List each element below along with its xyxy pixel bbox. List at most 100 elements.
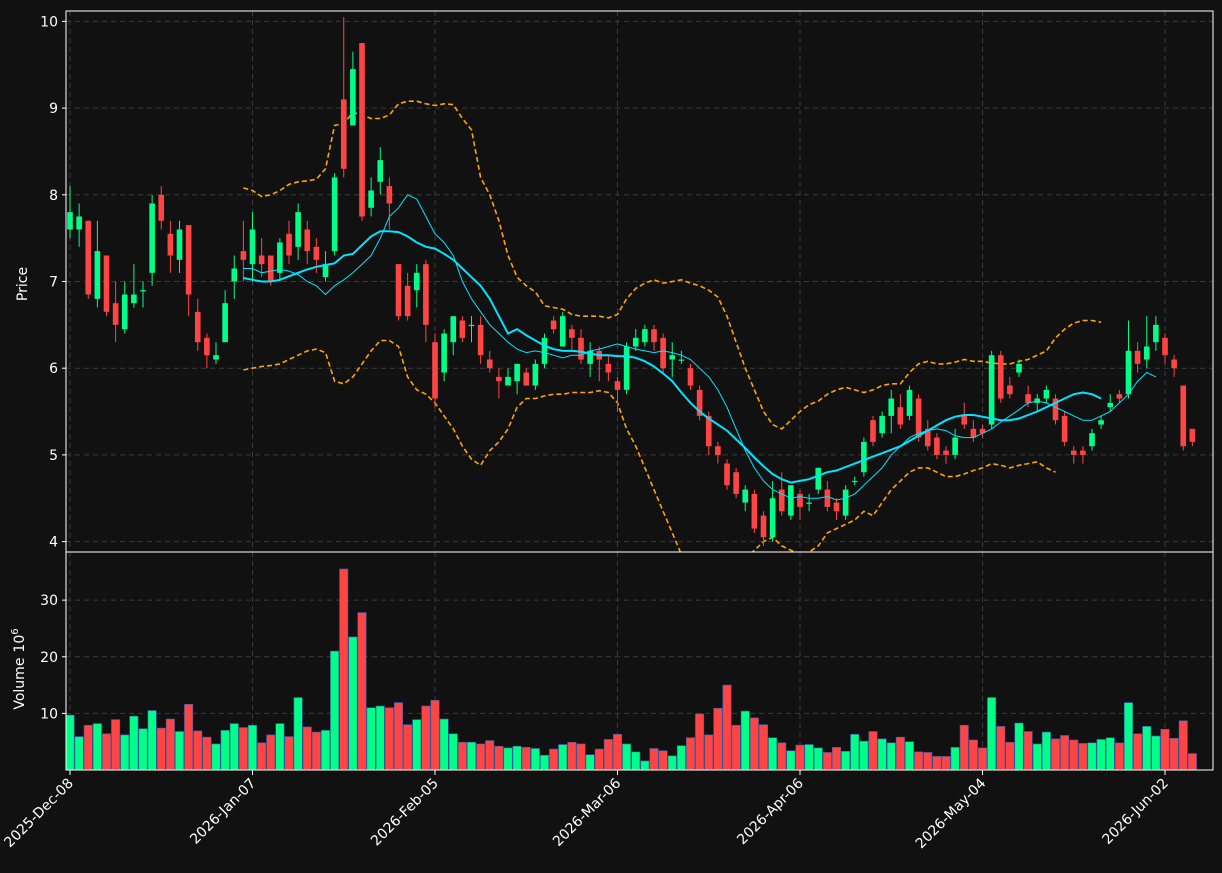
candle-body [988, 355, 995, 425]
volume-bar [996, 726, 1006, 771]
candle-body [395, 264, 402, 317]
candle-body [614, 381, 621, 390]
candle-body [204, 337, 210, 356]
candle-body [623, 346, 630, 390]
volume-bar [339, 568, 349, 771]
volume-axis-label: Volume 106 [10, 628, 28, 709]
candle-body [121, 294, 128, 330]
volume-bar [667, 755, 677, 771]
volume-bar [1133, 733, 1143, 771]
candle-body [1171, 359, 1177, 369]
candle-body [1116, 394, 1123, 399]
price-tick-label: 10 [40, 14, 58, 30]
candle-body [277, 242, 283, 273]
candle-body [304, 229, 311, 252]
volume-bar [457, 741, 467, 771]
volume-bar [539, 754, 549, 771]
volume-bar [1187, 753, 1197, 771]
volume-bar [1114, 742, 1124, 771]
volume-bar [932, 756, 942, 771]
volume-bar [895, 736, 905, 771]
volume-bar [822, 752, 832, 771]
volume-bar [722, 684, 732, 771]
candle-body [669, 355, 676, 360]
candle-body [632, 337, 639, 347]
volume-bar [102, 733, 112, 771]
volume-bar [184, 704, 194, 771]
volume-bar [357, 612, 367, 771]
candle-body [249, 229, 256, 265]
candle-body [642, 329, 648, 343]
candle-body [359, 43, 365, 217]
volume-bar [649, 748, 659, 771]
candle-body [1080, 450, 1086, 455]
candle-body [112, 303, 119, 325]
candle-body [888, 398, 895, 416]
candle-body [587, 350, 593, 364]
candle-body [167, 233, 174, 256]
volume-bar [111, 719, 121, 771]
volume-bar [439, 718, 449, 771]
volume-tick-label: 30 [40, 593, 58, 609]
volume-bar [348, 636, 358, 771]
volume-bar [923, 752, 933, 771]
candle-body [496, 376, 502, 382]
volume-bar [804, 744, 814, 771]
candle-body [797, 493, 803, 507]
volume-bar [1142, 726, 1152, 771]
volume-bar [713, 707, 723, 771]
candle-body [432, 342, 438, 399]
volume-bar [914, 751, 924, 771]
candle-body [313, 246, 320, 260]
candle-body [103, 255, 110, 312]
candle-body [788, 485, 794, 516]
volume-bar [476, 743, 486, 771]
candle-body [1162, 337, 1168, 356]
volume-bar [366, 707, 376, 771]
candle-body [605, 363, 612, 373]
volume-bar [521, 747, 531, 771]
candle-body [550, 320, 557, 330]
volume-bar [165, 718, 175, 771]
candle-body [459, 320, 466, 338]
candle-body [295, 212, 301, 247]
volume-bar [904, 741, 914, 771]
candle-body [267, 255, 274, 282]
volume-bars [65, 568, 1197, 771]
candle-body [569, 329, 575, 338]
volume-bar [941, 756, 951, 771]
candle-body [523, 372, 530, 386]
volume-bar [886, 742, 896, 771]
volume-bar [412, 719, 422, 771]
candle-body [240, 251, 247, 260]
volume-bar [622, 743, 632, 771]
candle-body [386, 186, 393, 204]
bollinger-lower-line [243, 339, 1056, 552]
volume-bar [248, 724, 258, 771]
candle-body [67, 212, 73, 230]
volume-bar [777, 742, 787, 771]
volume-bar [959, 724, 969, 771]
candle-body [1016, 363, 1022, 373]
volume-bar [594, 748, 604, 771]
volume-bar [612, 734, 622, 771]
volume-bar [503, 747, 513, 771]
candle-body [222, 303, 228, 343]
volume-bar [421, 705, 431, 771]
candle-body [997, 355, 1004, 399]
candle-body [377, 160, 384, 182]
volume-bar [731, 724, 741, 771]
volume-bar [129, 715, 139, 771]
candle-body [140, 290, 146, 292]
volume-bar [1014, 722, 1024, 771]
candle-body [1052, 398, 1059, 421]
candle-body [368, 190, 374, 208]
candle-body [514, 363, 520, 382]
candle-body [85, 220, 92, 295]
volume-bar [65, 714, 75, 771]
candle-body [1125, 350, 1132, 395]
volume-bar [676, 745, 686, 771]
candle-body [696, 389, 703, 416]
volume-bar [695, 713, 705, 771]
